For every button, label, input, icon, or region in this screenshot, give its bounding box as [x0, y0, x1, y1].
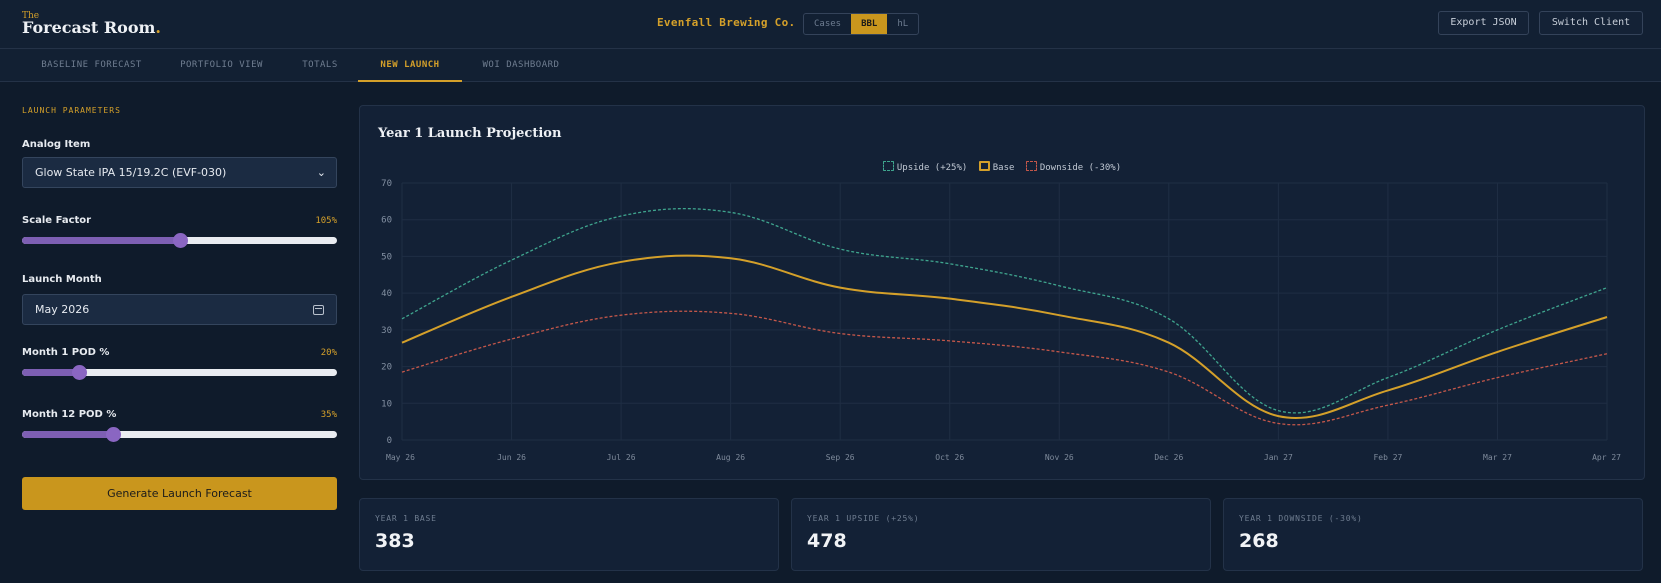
legend-swatch-upside [882, 161, 894, 171]
chart-legend: Upside (+25%) Base Downside (-30%) [360, 161, 1644, 173]
slider-fill [22, 369, 79, 376]
month1-pod-value: 20% [320, 348, 337, 358]
x-tick-label: Sep 26 [826, 453, 855, 462]
month1-pod-label: Month 1 POD % [22, 347, 110, 358]
series-line-base [401, 254, 1608, 419]
y-tick-label: 60 [381, 216, 392, 226]
tab-baseline-forecast[interactable]: BASELINE FORECAST [41, 60, 142, 70]
chart-title: Year 1 Launch Projection [378, 126, 562, 141]
stat-card-upside: YEAR 1 UPSIDE (+25%) 478 [791, 498, 1211, 571]
projection-chart: 0 10 20 30 40 50 60 70 May 26 Jun 26 Jul 26 Aug 26 S… [381, 179, 1621, 462]
client-name: Evenfall Brewing Co. [657, 16, 796, 29]
logo: Forecast Room. [22, 18, 161, 37]
legend-item-base[interactable]: Base [978, 161, 1015, 173]
unit-cases-button[interactable]: Cases [814, 19, 842, 29]
legend-item-downside[interactable]: Downside (-30%) [1025, 161, 1122, 173]
stat-value: 478 [807, 530, 847, 552]
section-title: LAUNCH PARAMETERS [22, 106, 121, 115]
x-tick-label: Jul 26 [607, 453, 636, 462]
tab-portfolio-view[interactable]: PORTFOLIO VIEW [180, 60, 263, 70]
stat-label: YEAR 1 UPSIDE (+25%) [807, 514, 920, 523]
month12-pod-label: Month 12 POD % [22, 409, 117, 420]
stat-card-downside: YEAR 1 DOWNSIDE (-30%) 268 [1223, 498, 1643, 571]
scale-factor-value: 105% [315, 216, 337, 226]
x-tick-label: Oct 26 [935, 453, 964, 462]
stat-value: 383 [375, 530, 415, 552]
stat-value: 268 [1239, 530, 1279, 552]
y-tick-label: 20 [381, 363, 392, 373]
legend-label-downside: Downside (-30%) [1039, 163, 1122, 173]
tab-woi-dashboard[interactable]: WOI DASHBOARD [482, 60, 560, 70]
slider-thumb[interactable] [106, 427, 122, 442]
chevron-down-icon: ⌄ [316, 166, 326, 179]
stat-label: YEAR 1 DOWNSIDE (-30%) [1239, 514, 1363, 523]
logo-dot: . [155, 18, 161, 37]
legend-swatch-downside [1025, 161, 1037, 171]
logo-prefix: The [22, 11, 40, 21]
month12-pod-value: 35% [320, 410, 337, 420]
y-tick-label: 0 [387, 436, 392, 446]
unit-toggle: Cases BBL hL [803, 13, 920, 35]
legend-label-base: Base [992, 163, 1015, 173]
scale-factor-label: Scale Factor [22, 215, 92, 226]
x-tick-label: May 26 [386, 453, 415, 462]
x-tick-label: Dec 26 [1154, 453, 1183, 462]
slider-thumb[interactable] [172, 233, 188, 248]
y-tick-label: 70 [381, 179, 392, 189]
month12-pod-slider[interactable] [22, 427, 337, 442]
calendar-icon[interactable] [313, 305, 324, 315]
launch-month-input[interactable]: May 2026 [22, 294, 337, 325]
y-tick-label: 30 [381, 326, 392, 336]
y-tick-label: 40 [381, 289, 392, 299]
slider-fill [22, 237, 180, 244]
stat-label: YEAR 1 BASE [375, 514, 437, 523]
app-header: The Forecast Room. Evenfall Brewing Co. … [0, 0, 1661, 49]
month1-pod-slider[interactable] [22, 365, 337, 380]
export-json-button[interactable]: Export JSON [1438, 11, 1529, 35]
slider-fill [22, 431, 114, 438]
generate-launch-forecast-button[interactable]: Generate Launch Forecast [22, 477, 337, 510]
launch-month-value: May 2026 [35, 303, 90, 316]
main-tabs: BASELINE FORECAST PORTFOLIO VIEW TOTALS … [0, 49, 1661, 82]
scale-factor-slider[interactable] [22, 233, 337, 248]
slider-thumb[interactable] [71, 365, 87, 380]
unit-hl-button[interactable]: hL [897, 19, 909, 29]
logo-text: Forecast Room [22, 18, 156, 37]
x-tick-label: Jun 26 [497, 453, 526, 462]
tab-totals[interactable]: TOTALS [302, 60, 338, 70]
x-tick-label: Mar 27 [1483, 453, 1512, 462]
legend-swatch-base [978, 161, 990, 171]
unit-bbl-button[interactable]: BBL [851, 14, 888, 34]
launch-month-label: Launch Month [22, 274, 102, 285]
x-tick-label: Jan 27 [1264, 453, 1293, 462]
analog-item-select[interactable]: Glow State IPA 15/19.2C (EVF-030) ⌄ [22, 157, 337, 188]
switch-client-button[interactable]: Switch Client [1539, 11, 1643, 35]
x-tick-label: Apr 27 [1592, 453, 1621, 462]
x-tick-label: Feb 27 [1373, 453, 1402, 462]
tab-new-launch[interactable]: NEW LAUNCH [358, 49, 462, 82]
analog-item-label: Analog Item [22, 139, 91, 150]
series-line-upside [401, 207, 1608, 414]
legend-label-upside: Upside (+25%) [896, 163, 968, 173]
series-line-downside [401, 310, 1608, 426]
y-tick-label: 50 [381, 252, 392, 262]
launch-parameters-panel: LAUNCH PARAMETERS Analog Item Glow State… [0, 82, 355, 583]
analog-item-value: Glow State IPA 15/19.2C (EVF-030) [35, 166, 227, 179]
y-tick-label: 10 [381, 399, 392, 409]
x-tick-label: Nov 26 [1045, 453, 1074, 462]
legend-item-upside[interactable]: Upside (+25%) [882, 161, 968, 173]
x-tick-label: Aug 26 [716, 453, 745, 462]
launch-projection-card: Year 1 Launch Projection Upside (+25%) B… [359, 105, 1645, 480]
stat-card-base: YEAR 1 BASE 383 [359, 498, 779, 571]
